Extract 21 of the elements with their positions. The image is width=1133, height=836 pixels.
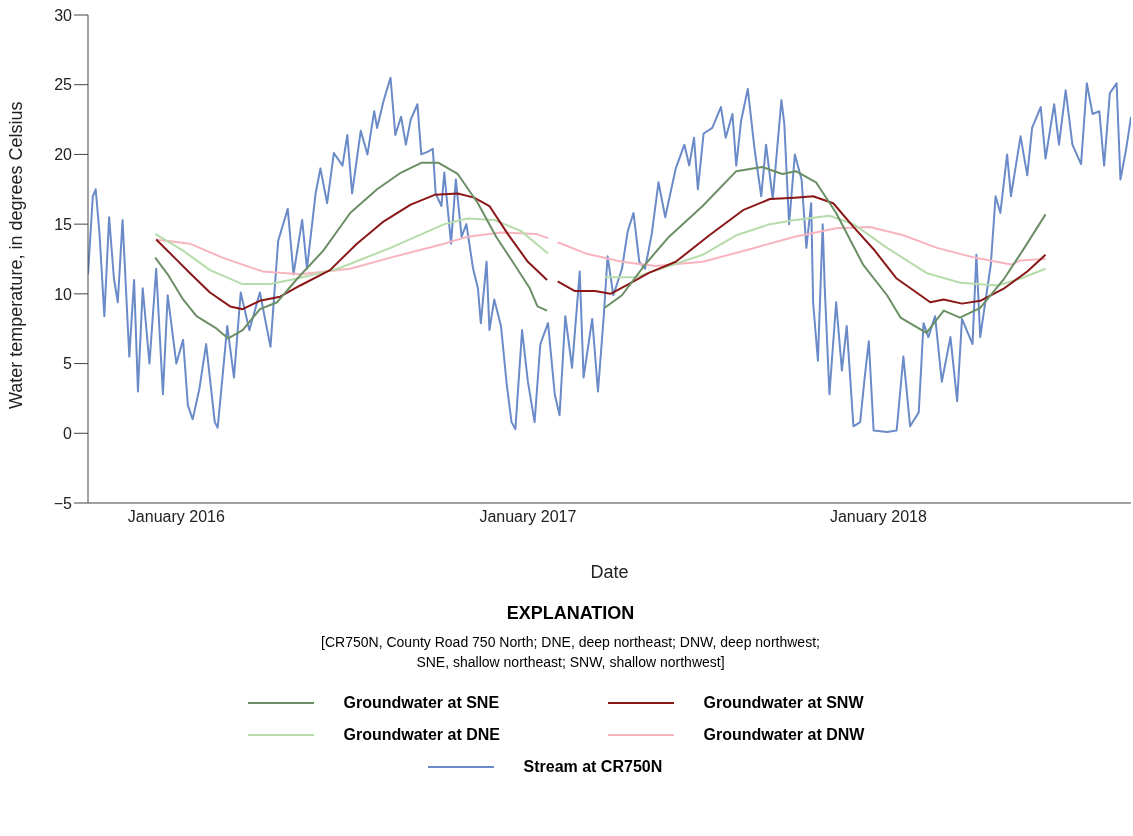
x-tick-label: January 2016 bbox=[127, 508, 225, 526]
x-axis-title: Date bbox=[590, 562, 629, 582]
y-tick-label: 30 bbox=[54, 6, 73, 24]
text: [CR750N, County Road 750 North; DNE, deep northeast; DNW, deep northwest; SNE, shallow northeast; SNW, shallow northwest] bbox=[320, 633, 821, 672]
line-series bbox=[88, 76, 1131, 433]
legend-label: Groundwater at DNE bbox=[343, 726, 501, 744]
legend-label: Stream at CR750N bbox=[523, 758, 664, 776]
y-tick-label: 20 bbox=[54, 146, 73, 164]
x-tick-label: January 2018 bbox=[829, 508, 927, 526]
y-tick-label: 15 bbox=[54, 215, 73, 233]
legend-label: Groundwater at SNW bbox=[703, 694, 865, 712]
x-tick-label: January 2017 bbox=[479, 508, 577, 526]
y-tick-label: −5 bbox=[53, 494, 73, 512]
y-tick-label: 25 bbox=[54, 76, 73, 94]
y-tick-label: 5 bbox=[63, 355, 73, 373]
legend-title: EXPLANATION bbox=[505, 603, 636, 624]
legend-label: Groundwater at DNW bbox=[703, 726, 866, 744]
y-tick-label: 10 bbox=[54, 285, 73, 303]
y-axis-title: Water temperature, in degrees Celsius bbox=[6, 101, 27, 409]
legend-label: Groundwater at SNE bbox=[343, 694, 501, 712]
y-tick-label: 0 bbox=[63, 424, 73, 442]
